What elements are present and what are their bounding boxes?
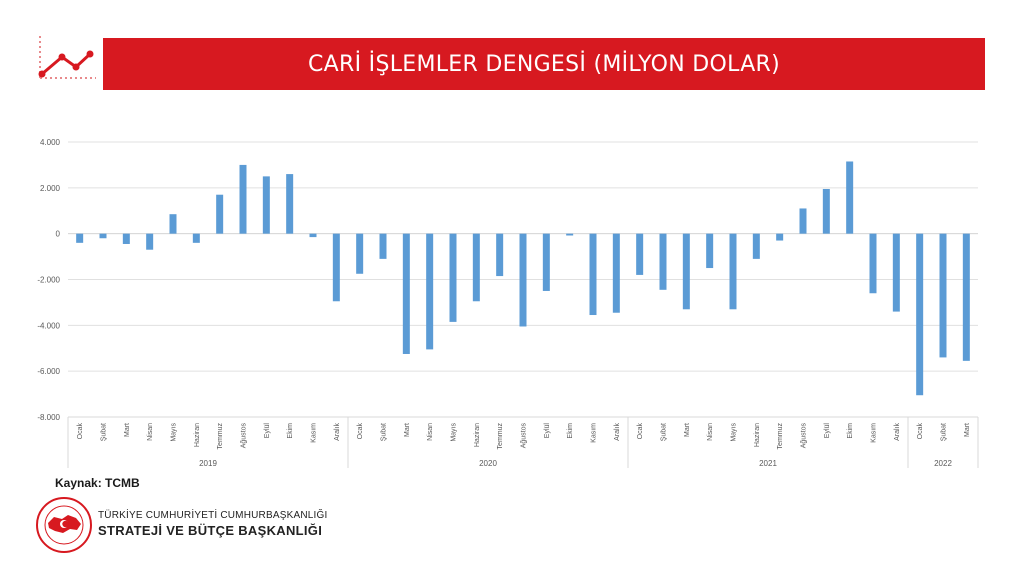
bar [589,233,597,316]
logo-emblem-icon [36,497,92,553]
x-tick-label: Eylül [824,423,831,439]
bar [519,233,527,327]
x-tick-label: Kasım [871,423,878,443]
x-tick-label: Temmuz [777,423,784,450]
x-tick-label: Eylül [544,423,551,439]
x-tick-label: Mayıs [451,423,458,442]
x-tick-label: Ocak [77,423,84,440]
title-bar: CARİ İŞLEMLER DENGESİ (MİLYON DOLAR) [103,38,985,90]
x-tick-label: Ağustos [521,423,528,449]
bar [659,233,667,290]
y-tick-label: 0 [56,230,61,239]
bar [239,164,247,234]
year-label: 2022 [934,459,952,468]
bar [752,233,760,259]
bar [729,233,737,310]
x-tick-label: Ekim [847,423,854,439]
x-tick-label: Ağustos [801,423,808,449]
x-tick-label: Mart [684,423,691,437]
bar [496,233,504,277]
y-tick-label: -2.000 [37,276,60,285]
bar [262,176,270,234]
x-tick-label: Ocak [637,423,644,440]
bar [332,233,340,302]
org-line-2: STRATEJİ VE BÜTÇE BAŞKANLIĞI [98,523,323,538]
bar [612,233,620,313]
year-label: 2021 [759,459,777,468]
x-tick-label: Şubat [941,423,948,441]
bar [706,233,714,269]
x-tick-label: Mart [404,423,411,437]
x-tick-label: Ekim [567,423,574,439]
bar [356,233,364,274]
y-tick-label: -8.000 [37,413,60,422]
x-tick-label: Aralık [614,423,621,441]
bar [192,233,200,243]
bar [892,233,900,312]
x-tick-label: Ocak [917,423,924,440]
bar [402,233,410,354]
org-line-1: TÜRKİYE CUMHURİYETİ CUMHURBAŞKANLIĞI [98,510,328,521]
bar [449,233,457,322]
source-note: Kaynak: TCMB [55,476,140,490]
bar [566,233,574,236]
y-tick-label: 2.000 [40,184,61,193]
bar [472,233,480,302]
bar [286,174,294,234]
x-tick-label: Mayıs [731,423,738,442]
x-tick-label: Ağustos [241,423,248,449]
bar [122,233,130,244]
bar [799,208,807,234]
bar [846,161,854,234]
x-tick-label: Aralık [894,423,901,441]
bar [822,188,830,234]
x-tick-label: Temmuz [497,423,504,450]
x-tick-label: Nisan [427,423,434,441]
x-tick-label: Ocak [357,423,364,440]
bar [169,214,177,234]
bar [916,233,924,396]
x-tick-label: Nisan [707,423,714,441]
bar [76,233,84,243]
bar [379,233,387,259]
bar [216,194,224,234]
x-tick-label: Temmuz [217,423,224,450]
bar [776,233,784,241]
page-title: CARİ İŞLEMLER DENGESİ (MİLYON DOLAR) [307,51,781,77]
y-tick-label: 4.000 [40,138,61,147]
year-label: 2019 [199,459,217,468]
x-tick-label: Eylül [264,423,271,439]
x-tick-label: Mart [124,423,131,437]
x-tick-label: Kasım [591,423,598,443]
bar [426,233,434,350]
x-tick-label: Şubat [661,423,668,441]
x-tick-label: Mart [964,423,971,437]
year-label: 2020 [479,459,497,468]
bar [869,233,877,294]
x-tick-label: Haziran [194,423,201,447]
bar [682,233,690,310]
x-tick-label: Haziran [474,423,481,447]
x-tick-label: Aralık [334,423,341,441]
bar [542,233,550,291]
bar [962,233,970,361]
bar [939,233,947,358]
y-tick-label: -4.000 [37,321,60,330]
x-tick-label: Nisan [147,423,154,441]
x-tick-label: Şubat [381,423,388,441]
bar [99,233,107,239]
bar [309,233,317,238]
x-tick-label: Mayıs [171,423,178,442]
trend-line-icon [38,36,96,79]
x-tick-label: Ekim [287,423,294,439]
bar [636,233,644,275]
x-tick-label: Kasım [311,423,318,443]
x-tick-label: Şubat [101,423,108,441]
y-tick-label: -6.000 [37,367,60,376]
bar [146,233,154,250]
x-tick-label: Haziran [754,423,761,447]
